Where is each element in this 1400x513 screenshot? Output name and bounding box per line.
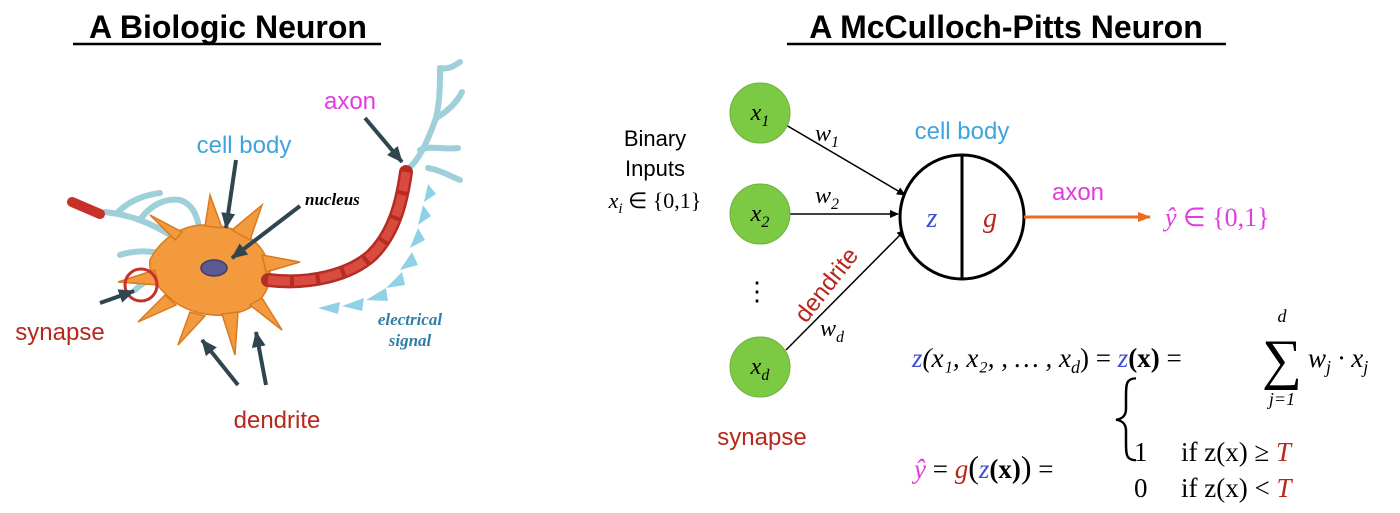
eq2-lhs: ŷ = g(z(x)) = [911, 449, 1054, 485]
cell-z: z [926, 203, 938, 234]
left-panel: A Biologic Neuron [15, 9, 465, 434]
eq2-case2: 0 if z(x) < T [1134, 473, 1293, 503]
input-connections [785, 124, 906, 351]
left-axon-stub [67, 197, 105, 219]
label-dendrite: dendrite [234, 407, 321, 434]
eq1-sum-bottom: j=1 [1267, 389, 1295, 409]
label-dendrite-mp: dendrite [789, 243, 864, 328]
weight-w1: w1 [815, 121, 839, 151]
eq1-term: wj · xj [1308, 343, 1368, 377]
eq1-lhs: z(x₁, x₂, , … , xd) = z(x) = [911, 343, 1182, 377]
input-node-x1: x1 [729, 82, 791, 144]
right-title: A McCulloch-Pitts Neuron [809, 9, 1202, 45]
left-title: A Biologic Neuron [89, 9, 367, 45]
eq1-sum-symbol: ∑ [1262, 329, 1302, 391]
inputs-label-line1: Binary [624, 126, 686, 151]
axon-terminals [402, 59, 465, 183]
right-panel: A McCulloch-Pitts Neuron Binary Inputs x… [608, 9, 1369, 503]
node-x1-label: x1 [750, 100, 770, 130]
equation-threshold: ŷ = g(z(x)) = 1 if z(x) ≥ T 0 if z(x) < T [911, 377, 1293, 503]
eq1-sum-top: d [1278, 306, 1288, 326]
axon-myelin [267, 171, 411, 286]
vertical-ellipsis: ⋮ [744, 277, 770, 306]
label-axon: axon [324, 88, 376, 115]
cell-g: g [983, 203, 997, 234]
weight-wd: wd [820, 316, 845, 346]
label-nucleus: nucleus [305, 190, 360, 209]
weight-w2: w2 [815, 183, 839, 213]
neuron-illustration [67, 59, 465, 387]
label-signal: signal [388, 331, 432, 350]
equation-weighted-sum: z(x₁, x₂, , … , xd) = z(x) = ∑ d j=1 wj … [911, 306, 1368, 409]
inputs-label-line2: Inputs [625, 156, 685, 181]
label-axon-mp: axon [1052, 179, 1104, 206]
label-electrical: electrical [378, 310, 442, 329]
inputs-domain: xi ∈ {0,1} [608, 188, 702, 217]
output-label: ŷ ∈ {0,1} [1162, 203, 1270, 232]
label-synapse-mp: synapse [717, 424, 806, 451]
node-xd-label: xd [750, 354, 771, 384]
label-cell-body-mp: cell body [915, 118, 1010, 145]
eq2-brace [1115, 377, 1137, 462]
input-node-xd: xd [729, 336, 791, 398]
electrical-signal-arrows [318, 184, 436, 314]
nucleus-shape [200, 259, 228, 277]
synapse-circle [123, 267, 159, 303]
label-cell-body: cell body [197, 132, 292, 159]
eq2-case1: 1 if z(x) ≥ T [1134, 437, 1293, 467]
input-node-x2: x2 [729, 183, 791, 245]
pointer-arrows [99, 116, 404, 387]
label-synapse: synapse [15, 319, 104, 346]
node-x2-label: x2 [750, 201, 770, 231]
